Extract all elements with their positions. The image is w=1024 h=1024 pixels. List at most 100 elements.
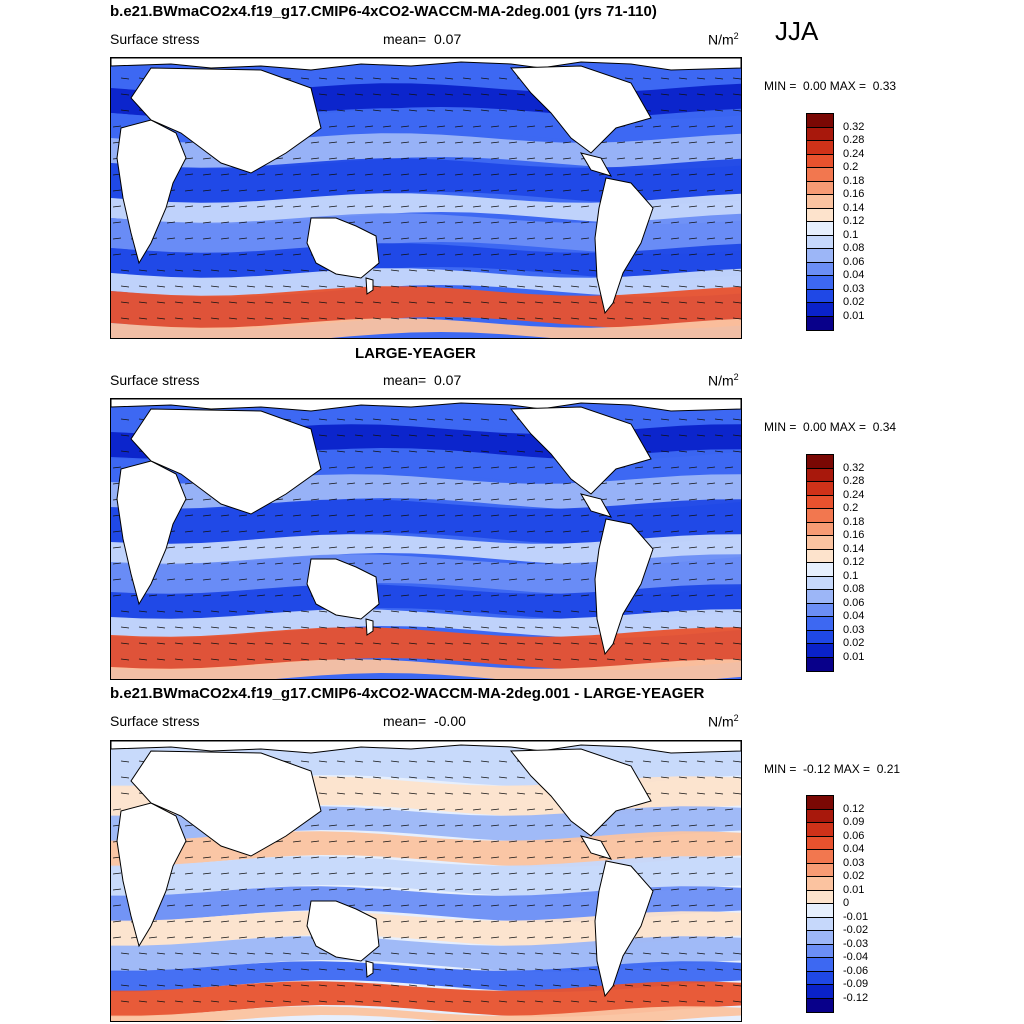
stress-vector bbox=[174, 952, 184, 955]
stress-vector bbox=[336, 434, 346, 437]
stress-vector bbox=[724, 253, 734, 256]
stress-vector bbox=[724, 125, 734, 128]
stress-vector bbox=[508, 141, 518, 144]
stress-band bbox=[111, 318, 741, 338]
stress-vector bbox=[400, 872, 410, 875]
stress-vector bbox=[688, 546, 698, 549]
stress-vector bbox=[570, 301, 580, 304]
stress-vector bbox=[220, 237, 230, 240]
stress-vector bbox=[426, 285, 436, 288]
stress-vector bbox=[724, 189, 734, 192]
colorbar-tick-label: 0.12 bbox=[843, 215, 865, 227]
stress-vector bbox=[400, 578, 410, 581]
stress-vector bbox=[490, 808, 500, 811]
stress-vector bbox=[238, 530, 248, 533]
stress-vector bbox=[166, 237, 176, 240]
stress-vector bbox=[498, 109, 508, 112]
stress-vector bbox=[660, 269, 670, 272]
stress-vector bbox=[706, 936, 716, 939]
panel3-min-label: MIN = bbox=[764, 762, 797, 776]
stress-vector bbox=[210, 285, 220, 288]
stress-vector bbox=[642, 626, 652, 629]
panel1-max-value: 0.33 bbox=[872, 79, 897, 93]
stress-vector bbox=[616, 157, 626, 160]
stress-vector bbox=[714, 658, 724, 661]
stress-vector bbox=[436, 237, 446, 240]
stress-vector bbox=[670, 466, 680, 469]
stress-vector bbox=[454, 872, 464, 875]
stress-vector bbox=[156, 658, 166, 661]
stress-vector bbox=[472, 157, 482, 160]
stress-vector bbox=[310, 840, 320, 843]
stress-vector bbox=[688, 173, 698, 176]
stress-vector bbox=[112, 562, 122, 565]
stress-vector bbox=[328, 872, 338, 875]
colorbar-segment bbox=[807, 316, 833, 330]
stress-vector bbox=[544, 530, 554, 533]
stress-vector bbox=[732, 418, 741, 421]
stress-vector bbox=[642, 434, 652, 437]
stress-vector bbox=[408, 776, 418, 779]
stress-vector bbox=[238, 856, 248, 859]
stress-vector bbox=[678, 776, 688, 779]
stress-vector bbox=[534, 610, 544, 613]
stress-vector bbox=[526, 466, 536, 469]
stress-vector bbox=[544, 840, 554, 843]
stress-vector bbox=[706, 920, 716, 923]
stress-vector bbox=[462, 301, 472, 304]
stress-vector bbox=[562, 578, 572, 581]
stress-vector bbox=[282, 610, 292, 613]
stress-vector bbox=[562, 920, 572, 923]
stress-vector bbox=[516, 285, 526, 288]
stress-vector bbox=[616, 173, 626, 176]
land-mass bbox=[509, 65, 652, 154]
colorbar-segment bbox=[807, 303, 833, 317]
stress-vector bbox=[670, 125, 680, 128]
stress-vector bbox=[454, 530, 464, 533]
stress-vector bbox=[382, 221, 392, 224]
panel3-units-sup: 2 bbox=[733, 713, 739, 723]
stress-vector bbox=[732, 77, 741, 80]
stress-vector bbox=[526, 173, 536, 176]
stress-vector bbox=[642, 418, 652, 421]
stress-vector bbox=[192, 658, 202, 661]
stress-vector bbox=[202, 498, 212, 501]
stress-vector bbox=[480, 285, 490, 288]
stress-vector bbox=[508, 546, 518, 549]
colorbar-segment bbox=[807, 563, 833, 577]
stress-vector bbox=[220, 888, 230, 891]
stress-vector bbox=[544, 936, 554, 939]
stress-vector bbox=[624, 301, 634, 304]
stress-vector bbox=[364, 562, 374, 565]
stress-vector bbox=[282, 952, 292, 955]
stress-vector bbox=[534, 626, 544, 629]
stress-vector bbox=[498, 285, 508, 288]
stress-vector bbox=[490, 125, 500, 128]
stress-vector bbox=[174, 968, 184, 971]
stress-vector bbox=[490, 157, 500, 160]
stress-vector bbox=[472, 936, 482, 939]
stress-vector bbox=[652, 856, 662, 859]
stress-vector bbox=[210, 269, 220, 272]
colorbar-segment bbox=[807, 195, 833, 209]
stress-vector bbox=[274, 872, 284, 875]
stress-vector bbox=[336, 285, 346, 288]
stress-vector bbox=[408, 658, 418, 661]
stress-vector bbox=[688, 253, 698, 256]
stress-vector bbox=[660, 434, 670, 437]
colorbar-segment bbox=[807, 617, 833, 631]
stress-vector bbox=[544, 466, 554, 469]
colorbar-segment bbox=[807, 522, 833, 536]
stress-vector bbox=[400, 173, 410, 176]
stress-vector bbox=[526, 808, 536, 811]
stress-vector bbox=[490, 546, 500, 549]
stress-vector bbox=[706, 904, 716, 907]
stress-vector bbox=[220, 253, 230, 256]
stress-vector bbox=[264, 968, 274, 971]
stress-vector bbox=[310, 157, 320, 160]
colorbar-tick-label: -0.09 bbox=[843, 978, 869, 990]
stress-vector bbox=[534, 984, 544, 987]
stress-vector bbox=[112, 205, 122, 208]
stress-vector bbox=[174, 1000, 184, 1003]
stress-vector bbox=[670, 936, 680, 939]
